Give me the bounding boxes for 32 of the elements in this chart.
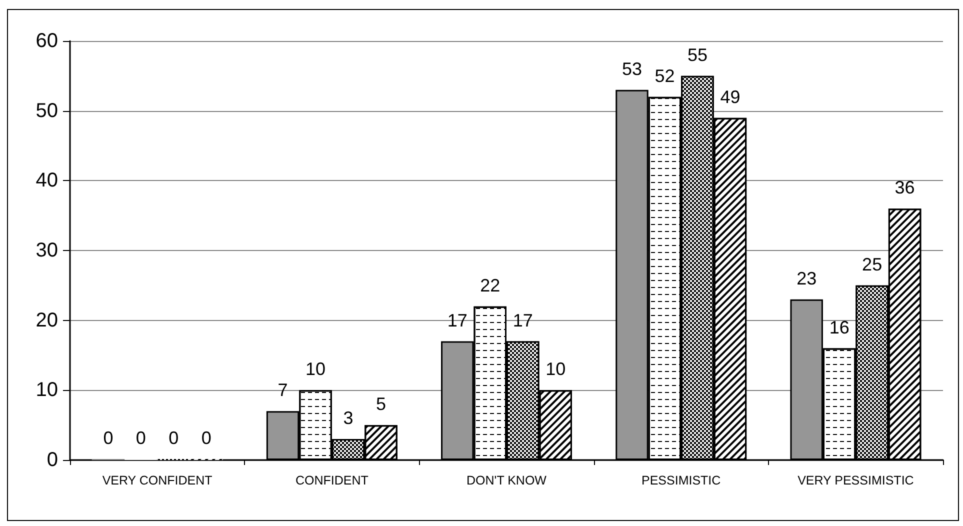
data-label: 17 — [447, 310, 468, 330]
data-label: 0 — [136, 428, 146, 448]
y-tick-label: 50 — [36, 100, 58, 122]
y-tick-label: 60 — [36, 30, 58, 52]
data-label: 0 — [103, 428, 114, 448]
y-tick-label: 20 — [36, 309, 58, 332]
data-label: 55 — [687, 44, 708, 65]
data-label: 5 — [376, 394, 386, 414]
x-tick-label: VERY CONFIDENT — [102, 474, 213, 488]
data-label: 53 — [622, 58, 642, 79]
data-label: 23 — [796, 268, 817, 288]
data-label: 52 — [654, 66, 675, 86]
y-tick-label: 40 — [36, 170, 58, 192]
x-tick-label: CONFIDENT — [295, 474, 369, 488]
data-label: 22 — [480, 275, 500, 296]
data-label: 16 — [829, 317, 850, 338]
data-label: 25 — [862, 254, 882, 274]
data-label: 49 — [720, 86, 740, 107]
data-label: 10 — [306, 359, 326, 380]
x-tick-label: PESSIMISTIC — [642, 474, 721, 488]
y-tick-label: 0 — [46, 449, 58, 471]
x-tick-label: VERY PESSIMISTIC — [798, 474, 914, 488]
data-label: 3 — [343, 408, 354, 428]
y-tick-label: 30 — [36, 240, 58, 262]
data-label: 0 — [201, 428, 212, 448]
data-label: 36 — [894, 178, 915, 198]
data-label: 10 — [546, 359, 566, 380]
y-tick-label: 10 — [36, 379, 58, 402]
x-tick-label: DON'T KNOW — [466, 474, 547, 488]
data-label: 7 — [278, 380, 288, 400]
data-label: 0 — [168, 428, 179, 448]
data-label: 17 — [512, 310, 533, 330]
